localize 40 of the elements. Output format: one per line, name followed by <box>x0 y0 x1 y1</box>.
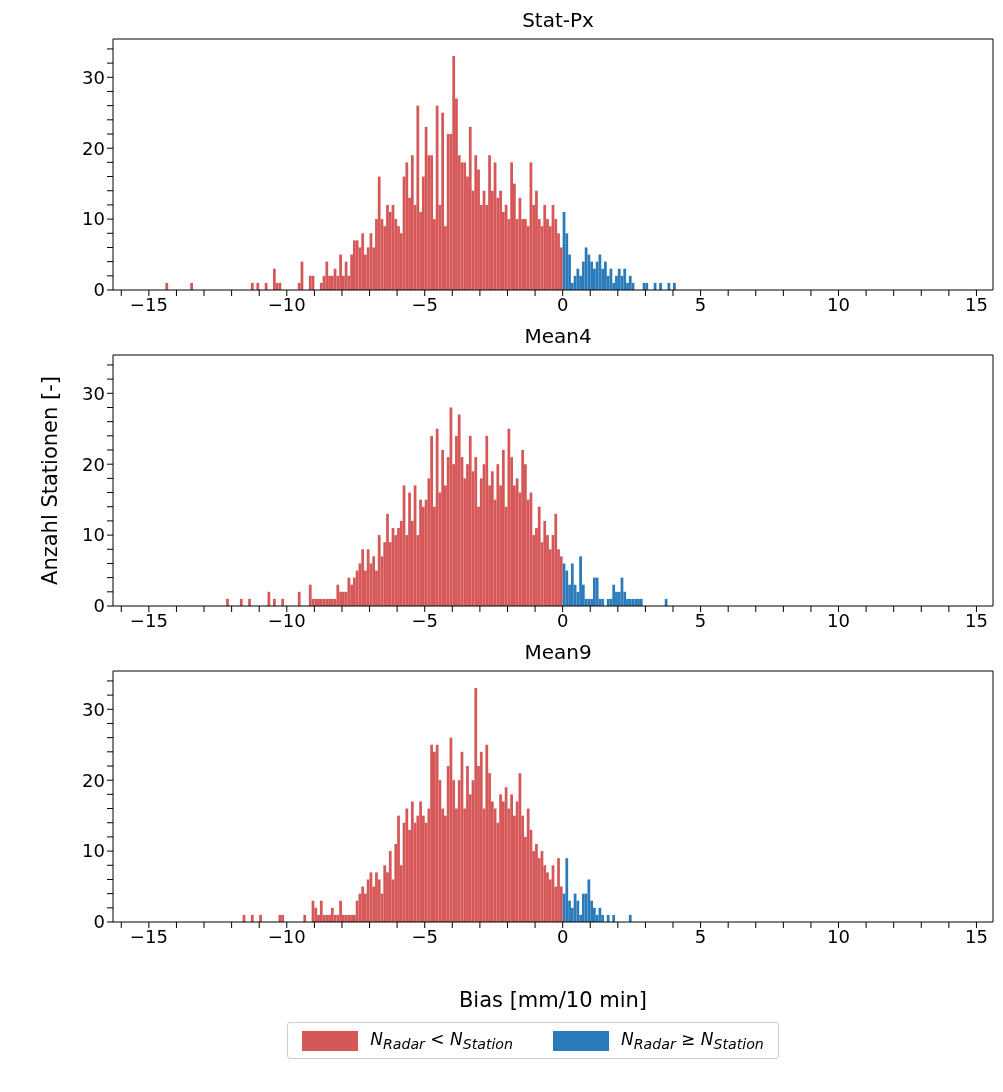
x-tick-label: −10 <box>267 609 306 631</box>
x-tick-label: −10 <box>267 925 306 947</box>
x-tick-label: −5 <box>411 609 438 631</box>
x-tick-label: −5 <box>411 293 438 315</box>
x-axis-title: Bias [mm/10 min] <box>458 988 648 1012</box>
legend-label: N$_{Radar}$ ≥ N$_{Station}$ <box>621 1029 764 1053</box>
x-tick-label: 15 <box>965 293 988 315</box>
y-tick-label: 10 <box>82 524 105 546</box>
x-tick-label: 5 <box>694 609 707 631</box>
x-tick-label: 10 <box>827 925 850 947</box>
y-axis-title: Anzahl Stationen [-] <box>38 376 63 585</box>
x-tick-label: 0 <box>556 293 569 315</box>
y-tick-label: 10 <box>82 208 105 230</box>
y-tick-label: 0 <box>93 911 105 933</box>
y-tick-label: 20 <box>82 137 105 159</box>
x-tick-label: 10 <box>827 609 850 631</box>
y-tick-label: 0 <box>93 279 105 301</box>
chart-title: Mean4 <box>523 324 593 350</box>
y-tick-label: 30 <box>82 698 105 720</box>
y-tick-label: 20 <box>82 453 105 475</box>
x-tick-label: −5 <box>411 925 438 947</box>
x-tick-label: −15 <box>129 609 168 631</box>
x-tick-label: 5 <box>694 293 707 315</box>
x-tick-label: 5 <box>694 925 707 947</box>
x-tick-label: 15 <box>965 925 988 947</box>
legend-label: N$_{Radar}$ < N$_{Station}$ <box>370 1029 513 1053</box>
y-tick-label: 20 <box>82 769 105 791</box>
y-tick-label: 0 <box>93 595 105 617</box>
x-tick-label: −15 <box>129 925 168 947</box>
x-tick-label: 0 <box>556 609 569 631</box>
x-tick-label: 15 <box>965 609 988 631</box>
x-tick-label: −15 <box>129 293 168 315</box>
y-tick-label: 10 <box>82 840 105 862</box>
chart-title: Stat-Px <box>521 8 595 34</box>
x-tick-label: 10 <box>827 293 850 315</box>
x-tick-label: −10 <box>267 293 306 315</box>
x-tick-label: 0 <box>556 925 569 947</box>
chart-title: Mean9 <box>523 640 593 666</box>
y-tick-label: 30 <box>82 66 105 88</box>
y-tick-label: 30 <box>82 382 105 404</box>
